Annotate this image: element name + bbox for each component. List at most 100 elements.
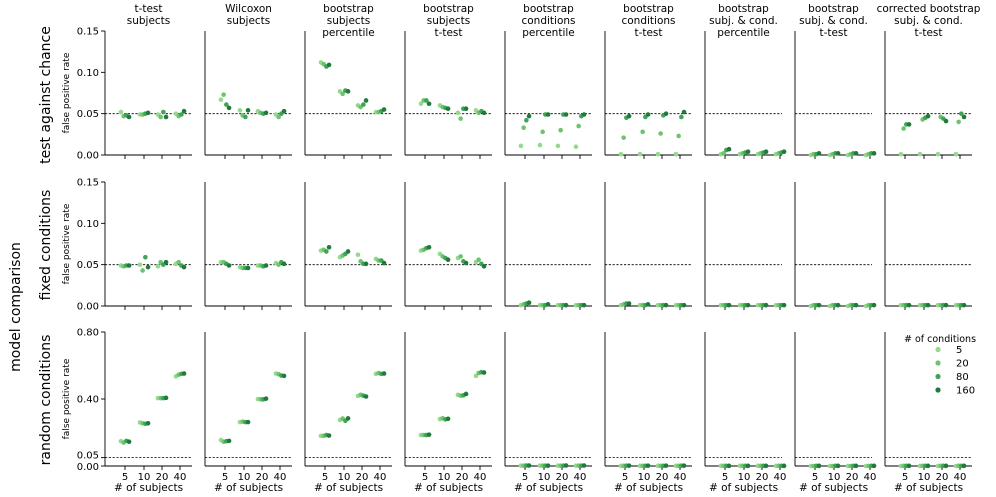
data-point: [345, 249, 351, 254]
data-point: [163, 395, 169, 401]
data-point: [324, 249, 329, 254]
data-point: [835, 302, 841, 308]
panel: 5 10 20 40# of subjects: [884, 332, 972, 494]
panel: [604, 31, 692, 159]
x-tick-label: 10: [918, 472, 931, 483]
data-point: [126, 263, 132, 268]
data-point: [326, 62, 332, 68]
data-point: [871, 463, 877, 469]
x-tick-label: 20: [256, 472, 269, 483]
data-point: [463, 391, 469, 397]
data-point: [545, 302, 551, 307]
data-point: [363, 98, 369, 103]
data-point: [137, 262, 143, 267]
y-tick-label: 0.00: [77, 151, 99, 162]
data-point: [540, 129, 545, 135]
x-tick-label: 10: [138, 472, 151, 483]
x-tick-label: 40: [474, 472, 487, 483]
data-point: [381, 371, 387, 376]
column-title: bootstrap subjects t-test: [423, 3, 474, 39]
panel: [204, 182, 292, 310]
data-point: [361, 102, 366, 107]
data-point: [655, 151, 661, 157]
data-point: [781, 149, 787, 154]
y-tick-label: 0.05: [77, 451, 99, 462]
panel: [204, 31, 292, 159]
x-tick-label: 5: [522, 472, 528, 483]
data-point: [663, 302, 669, 308]
data-point: [853, 151, 859, 156]
panel: 5 10 20 40# of subjects: [704, 332, 786, 494]
data-point: [176, 259, 181, 265]
data-point: [155, 264, 161, 269]
x-axis-label: # of subjects: [614, 482, 683, 494]
data-point: [681, 109, 687, 115]
x-tick-label: 40: [574, 472, 587, 483]
data-point: [140, 268, 145, 273]
panel: 5 10 20 40# of subjects: [404, 332, 492, 494]
data-point: [221, 92, 226, 97]
legend-title: # of conditions: [904, 334, 976, 345]
row-label-random-conditions: random conditions: [38, 335, 54, 466]
legend-marker: [935, 387, 941, 393]
data-point: [476, 257, 481, 263]
panel: [304, 31, 392, 159]
panel: 0.000.05 0.40 0.80 false positive rate 5 10 20…: [62, 328, 192, 494]
data-point: [763, 463, 769, 469]
y-tick-label: 0.40: [77, 395, 99, 406]
data-point: [237, 108, 243, 113]
x-tick-label: 10: [738, 472, 751, 483]
panel: [404, 31, 492, 159]
data-point: [163, 114, 169, 120]
x-tick-label: 10: [238, 472, 251, 483]
x-tick-label: 5: [122, 472, 128, 483]
data-point: [898, 151, 904, 157]
data-point: [835, 151, 841, 156]
data-point: [745, 302, 751, 308]
y-tick-label: 0.10: [77, 68, 99, 79]
data-point: [763, 302, 769, 308]
legend-marker: [935, 373, 941, 380]
data-point: [925, 113, 931, 119]
x-tick-label: 10: [828, 472, 841, 483]
row-label-test-against-chance: test against chance: [38, 26, 54, 164]
x-tick-label: 40: [374, 472, 387, 483]
panel: 5 10 20 40# of subjects: [304, 332, 392, 494]
data-point: [563, 302, 569, 308]
data-point: [681, 302, 687, 308]
legend-entry: 80: [956, 372, 969, 383]
x-tick-label: 5: [902, 472, 908, 483]
x-tick-label: 10: [338, 472, 351, 483]
data-point: [871, 151, 877, 156]
data-point: [381, 260, 387, 266]
x-tick-label: 40: [674, 472, 687, 483]
data-point: [226, 438, 232, 444]
data-point: [645, 463, 651, 468]
data-point: [326, 433, 332, 438]
data-point: [426, 101, 432, 107]
data-point: [445, 106, 451, 112]
x-tick-label: 40: [274, 472, 287, 483]
panel: 5 10 20 40# of subjects: [604, 332, 692, 494]
data-point: [145, 264, 151, 270]
y-axis-label: false positive rate: [62, 203, 72, 284]
panel: [794, 182, 877, 310]
data-point: [518, 143, 524, 149]
data-point: [363, 261, 369, 267]
panel: [604, 182, 692, 310]
data-point: [558, 127, 563, 133]
x-tick-label: 20: [756, 472, 769, 483]
data-point: [526, 463, 532, 468]
data-point: [445, 416, 451, 422]
data-point: [526, 300, 532, 305]
panel: [404, 182, 492, 310]
legend-entry: 5: [956, 345, 962, 356]
x-tick-label: 20: [936, 472, 949, 483]
data-point: [458, 116, 463, 121]
column-title: bootstrap subj. & cond. t-test: [799, 3, 868, 39]
data-point: [906, 463, 912, 469]
data-point: [179, 112, 184, 117]
panel: [884, 182, 972, 310]
data-point: [925, 463, 931, 469]
